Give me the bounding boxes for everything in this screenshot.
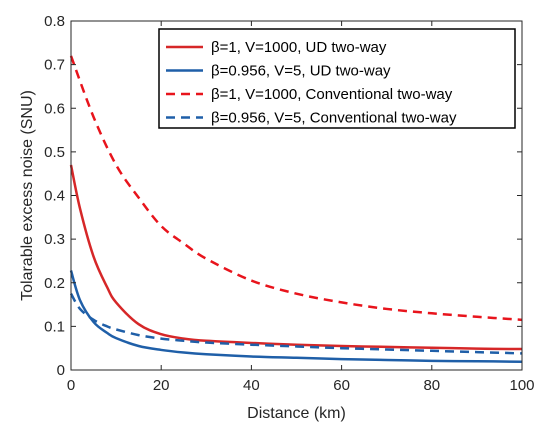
y-tick-label: 0.5 [44,144,65,161]
series-line-1 [69,164,523,351]
legend-label-1: β=1, V=1000, UD two-way [211,39,387,56]
x-tick-label: 0 [67,377,75,394]
legend-label-3: β=1, V=1000, Conventional two-way [211,86,453,103]
series-line-2 [69,270,523,363]
y-tick-label: 0.8 [44,13,65,30]
legend: β=1, V=1000, UD two-way β=0.956, V=5, UD … [158,28,516,129]
x-tick-label: 80 [423,377,440,394]
y-tick-label: 0.1 [44,318,65,335]
series-layer [69,55,523,363]
x-tick-label: 20 [153,377,170,394]
y-tick-label: 0.2 [44,275,65,292]
y-tick-label: 0.6 [44,100,65,117]
x-tick-label: 100 [509,377,534,394]
y-tick-label: 0.4 [44,188,65,205]
series-line-3 [69,55,523,322]
x-tick-label: 60 [333,377,350,394]
legend-label-2: β=0.956, V=5, UD two-way [211,63,391,80]
legend-label-4: β=0.956, V=5, Conventional two-way [211,110,457,127]
y-tick-label: 0.7 [44,57,65,74]
ticks-layer: 0 20 40 60 80 100 0 0.1 0.2 0.3 0.4 0.5 0.6 0.7 0.8 [44,13,534,394]
y-tick-label: 0 [57,362,65,379]
x-axis-label: Distance (km) [247,405,346,422]
legend-box [158,28,516,129]
y-axis-label: Tolarable excess noise (SNU) [19,90,36,301]
y-tick-label: 0.3 [44,231,65,248]
series-line-4 [69,293,523,355]
x-tick-label: 40 [243,377,260,394]
